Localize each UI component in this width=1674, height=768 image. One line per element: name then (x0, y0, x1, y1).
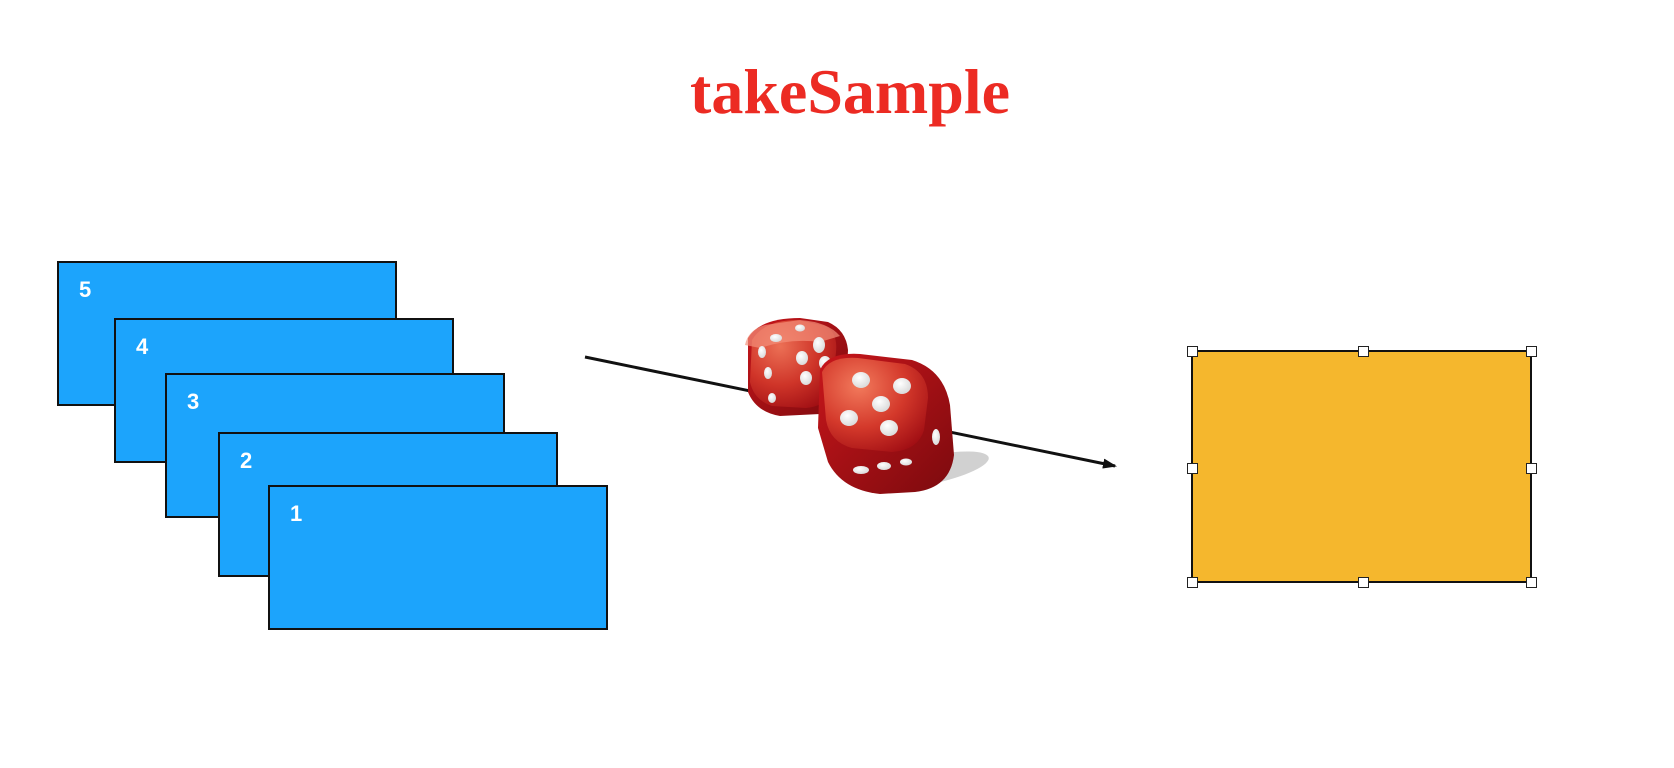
dice-icon (745, 318, 989, 494)
resize-handle-middle-left[interactable] (1187, 463, 1198, 474)
resize-handle-top-left[interactable] (1187, 346, 1198, 357)
partition-label-4: 4 (136, 334, 149, 359)
resize-handle-bottom-right[interactable] (1526, 577, 1537, 588)
partition-label-2: 2 (240, 448, 253, 473)
resize-handle-top-center[interactable] (1358, 346, 1369, 357)
partition-label-3: 3 (187, 389, 200, 414)
resize-handle-middle-right[interactable] (1526, 463, 1537, 474)
front-die (818, 353, 954, 494)
resize-handle-top-right[interactable] (1526, 346, 1537, 357)
diagram-title: takeSample (690, 56, 1010, 127)
resize-handle-bottom-center[interactable] (1358, 577, 1369, 588)
sample-result-box[interactable] (1187, 346, 1537, 588)
partition-label-5: 5 (79, 277, 92, 302)
partition-label-1: 1 (290, 501, 303, 526)
resize-handle-bottom-left[interactable] (1187, 577, 1198, 588)
partition-box-1: 1 (268, 485, 608, 630)
